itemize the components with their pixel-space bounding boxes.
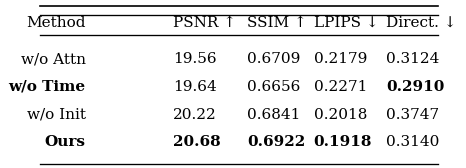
Text: 0.6841: 0.6841 (247, 108, 301, 122)
Text: 20.68: 20.68 (172, 135, 220, 150)
Text: 0.3747: 0.3747 (386, 108, 439, 122)
Text: w/o Time: w/o Time (8, 80, 85, 94)
Text: 0.2179: 0.2179 (314, 52, 367, 66)
Text: 0.1918: 0.1918 (314, 135, 372, 150)
Text: PSNR ↑: PSNR ↑ (172, 16, 236, 30)
Text: 0.6922: 0.6922 (247, 135, 306, 150)
Text: 0.2910: 0.2910 (386, 80, 445, 94)
Text: 0.3124: 0.3124 (386, 52, 440, 66)
Text: SSIM ↑: SSIM ↑ (247, 16, 307, 30)
Text: 0.2271: 0.2271 (314, 80, 367, 94)
Text: Ours: Ours (45, 135, 85, 150)
Text: 20.22: 20.22 (172, 108, 216, 122)
Text: w/o Init: w/o Init (27, 108, 85, 122)
Text: 0.6709: 0.6709 (247, 52, 301, 66)
Text: Direct. ↓: Direct. ↓ (386, 16, 457, 30)
Text: 0.2018: 0.2018 (314, 108, 367, 122)
Text: 19.56: 19.56 (172, 52, 216, 66)
Text: LPIPS ↓: LPIPS ↓ (314, 16, 378, 30)
Text: Method: Method (26, 16, 85, 30)
Text: w/o Attn: w/o Attn (21, 52, 85, 66)
Text: 0.3140: 0.3140 (386, 135, 440, 150)
Text: 0.6656: 0.6656 (247, 80, 301, 94)
Text: 19.64: 19.64 (172, 80, 216, 94)
